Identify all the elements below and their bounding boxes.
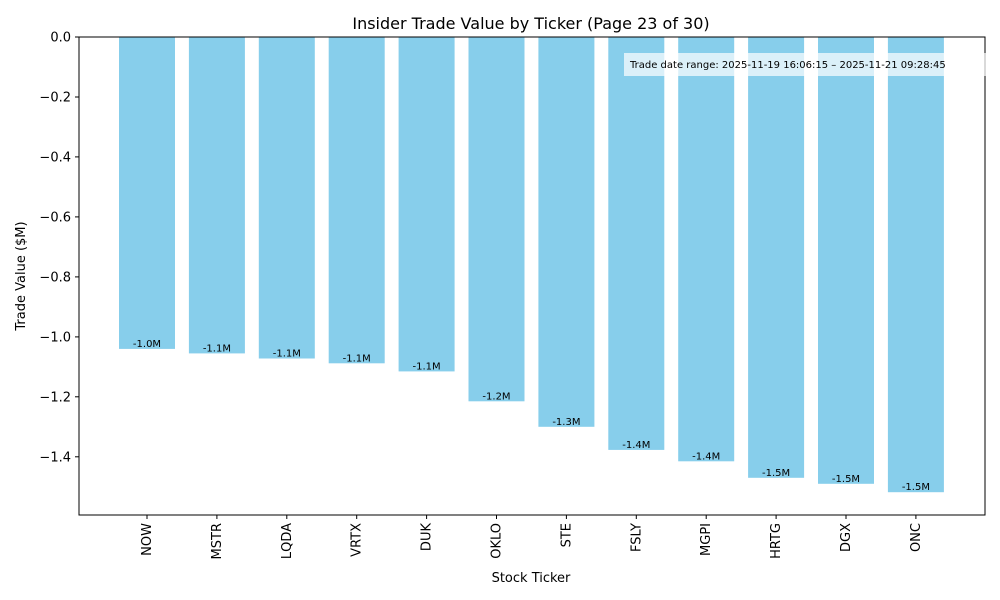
data-label: -1.1M: [343, 353, 371, 364]
annotation-box: [624, 53, 986, 76]
bar-onc: [887, 37, 944, 493]
y-tick-label: −1.4: [39, 450, 71, 465]
data-label: -1.5M: [762, 468, 790, 479]
x-tick-label: MGPI: [699, 523, 714, 556]
bar-oklo: [468, 37, 525, 402]
y-axis-label: Trade Value ($M): [14, 221, 29, 331]
x-tick-label: HRTG: [769, 523, 784, 559]
y-tick-label: −0.8: [39, 270, 71, 285]
data-label: -1.5M: [902, 482, 930, 493]
bar-dgx: [818, 37, 874, 484]
bar-mgpi: [678, 37, 735, 462]
y-tick-label: −1.0: [39, 330, 71, 345]
y-tick-label: −0.2: [39, 91, 71, 106]
bars-group: -1.0M -1.1M -1.1M -1.1M -1.1M -1.2M -1.3M -1.4M…: [119, 37, 944, 493]
x-axis-ticks: NOW MSTR LQDA VRTX DUK OKLO STE FSLY MGPI HRTG DGX…: [140, 515, 924, 559]
x-tick-label: FSLY: [629, 523, 644, 552]
y-axis-ticks: 0.0 −0.2 −0.4 −0.6 −0.8 −1.0 −1.2 −1.4: [39, 31, 79, 465]
bar-vrtx: [328, 37, 385, 364]
x-axis-label: Stock Ticker: [492, 571, 571, 586]
x-tick-label: NOW: [140, 523, 155, 556]
x-tick-label: STE: [559, 523, 574, 547]
x-tick-label: ONC: [909, 523, 924, 552]
y-tick-label: −0.6: [39, 210, 71, 225]
x-tick-label: LQDA: [280, 523, 295, 559]
data-label: -1.1M: [413, 361, 441, 372]
data-label: -1.2M: [482, 391, 510, 402]
data-label: -1.5M: [832, 474, 860, 485]
data-label: -1.3M: [552, 417, 580, 428]
bar-lqda: [258, 37, 315, 359]
data-label: -1.4M: [692, 451, 720, 462]
data-label: -1.4M: [622, 440, 650, 451]
x-tick-label: OKLO: [490, 523, 505, 559]
bar-duk: [398, 37, 455, 372]
x-tick-label: VRTX: [350, 523, 365, 557]
x-tick-label: MSTR: [210, 523, 225, 559]
x-tick-label: DUK: [420, 523, 435, 552]
data-label: -1.1M: [273, 349, 301, 360]
chart-title: Insider Trade Value by Ticker (Page 23 o…: [352, 14, 709, 33]
x-tick-label: DGX: [839, 523, 854, 552]
date-range-annotation: Trade date range: 2025-11-19 16:06:15 – …: [624, 53, 986, 76]
annotation-text: Trade date range: 2025-11-19 16:06:15 – …: [629, 60, 946, 71]
bar-mstr: [188, 37, 245, 354]
bar-hrtg: [748, 37, 805, 478]
y-tick-label: −1.2: [39, 390, 71, 405]
plot-frame: [78, 36, 986, 516]
bar-now: [119, 37, 175, 349]
data-label: -1.0M: [133, 339, 161, 350]
bar-fsly: [608, 37, 665, 450]
y-tick-label: −0.4: [39, 150, 71, 165]
bar-ste: [538, 37, 595, 427]
y-tick-label: 0.0: [50, 31, 71, 46]
data-label: -1.1M: [203, 343, 231, 354]
